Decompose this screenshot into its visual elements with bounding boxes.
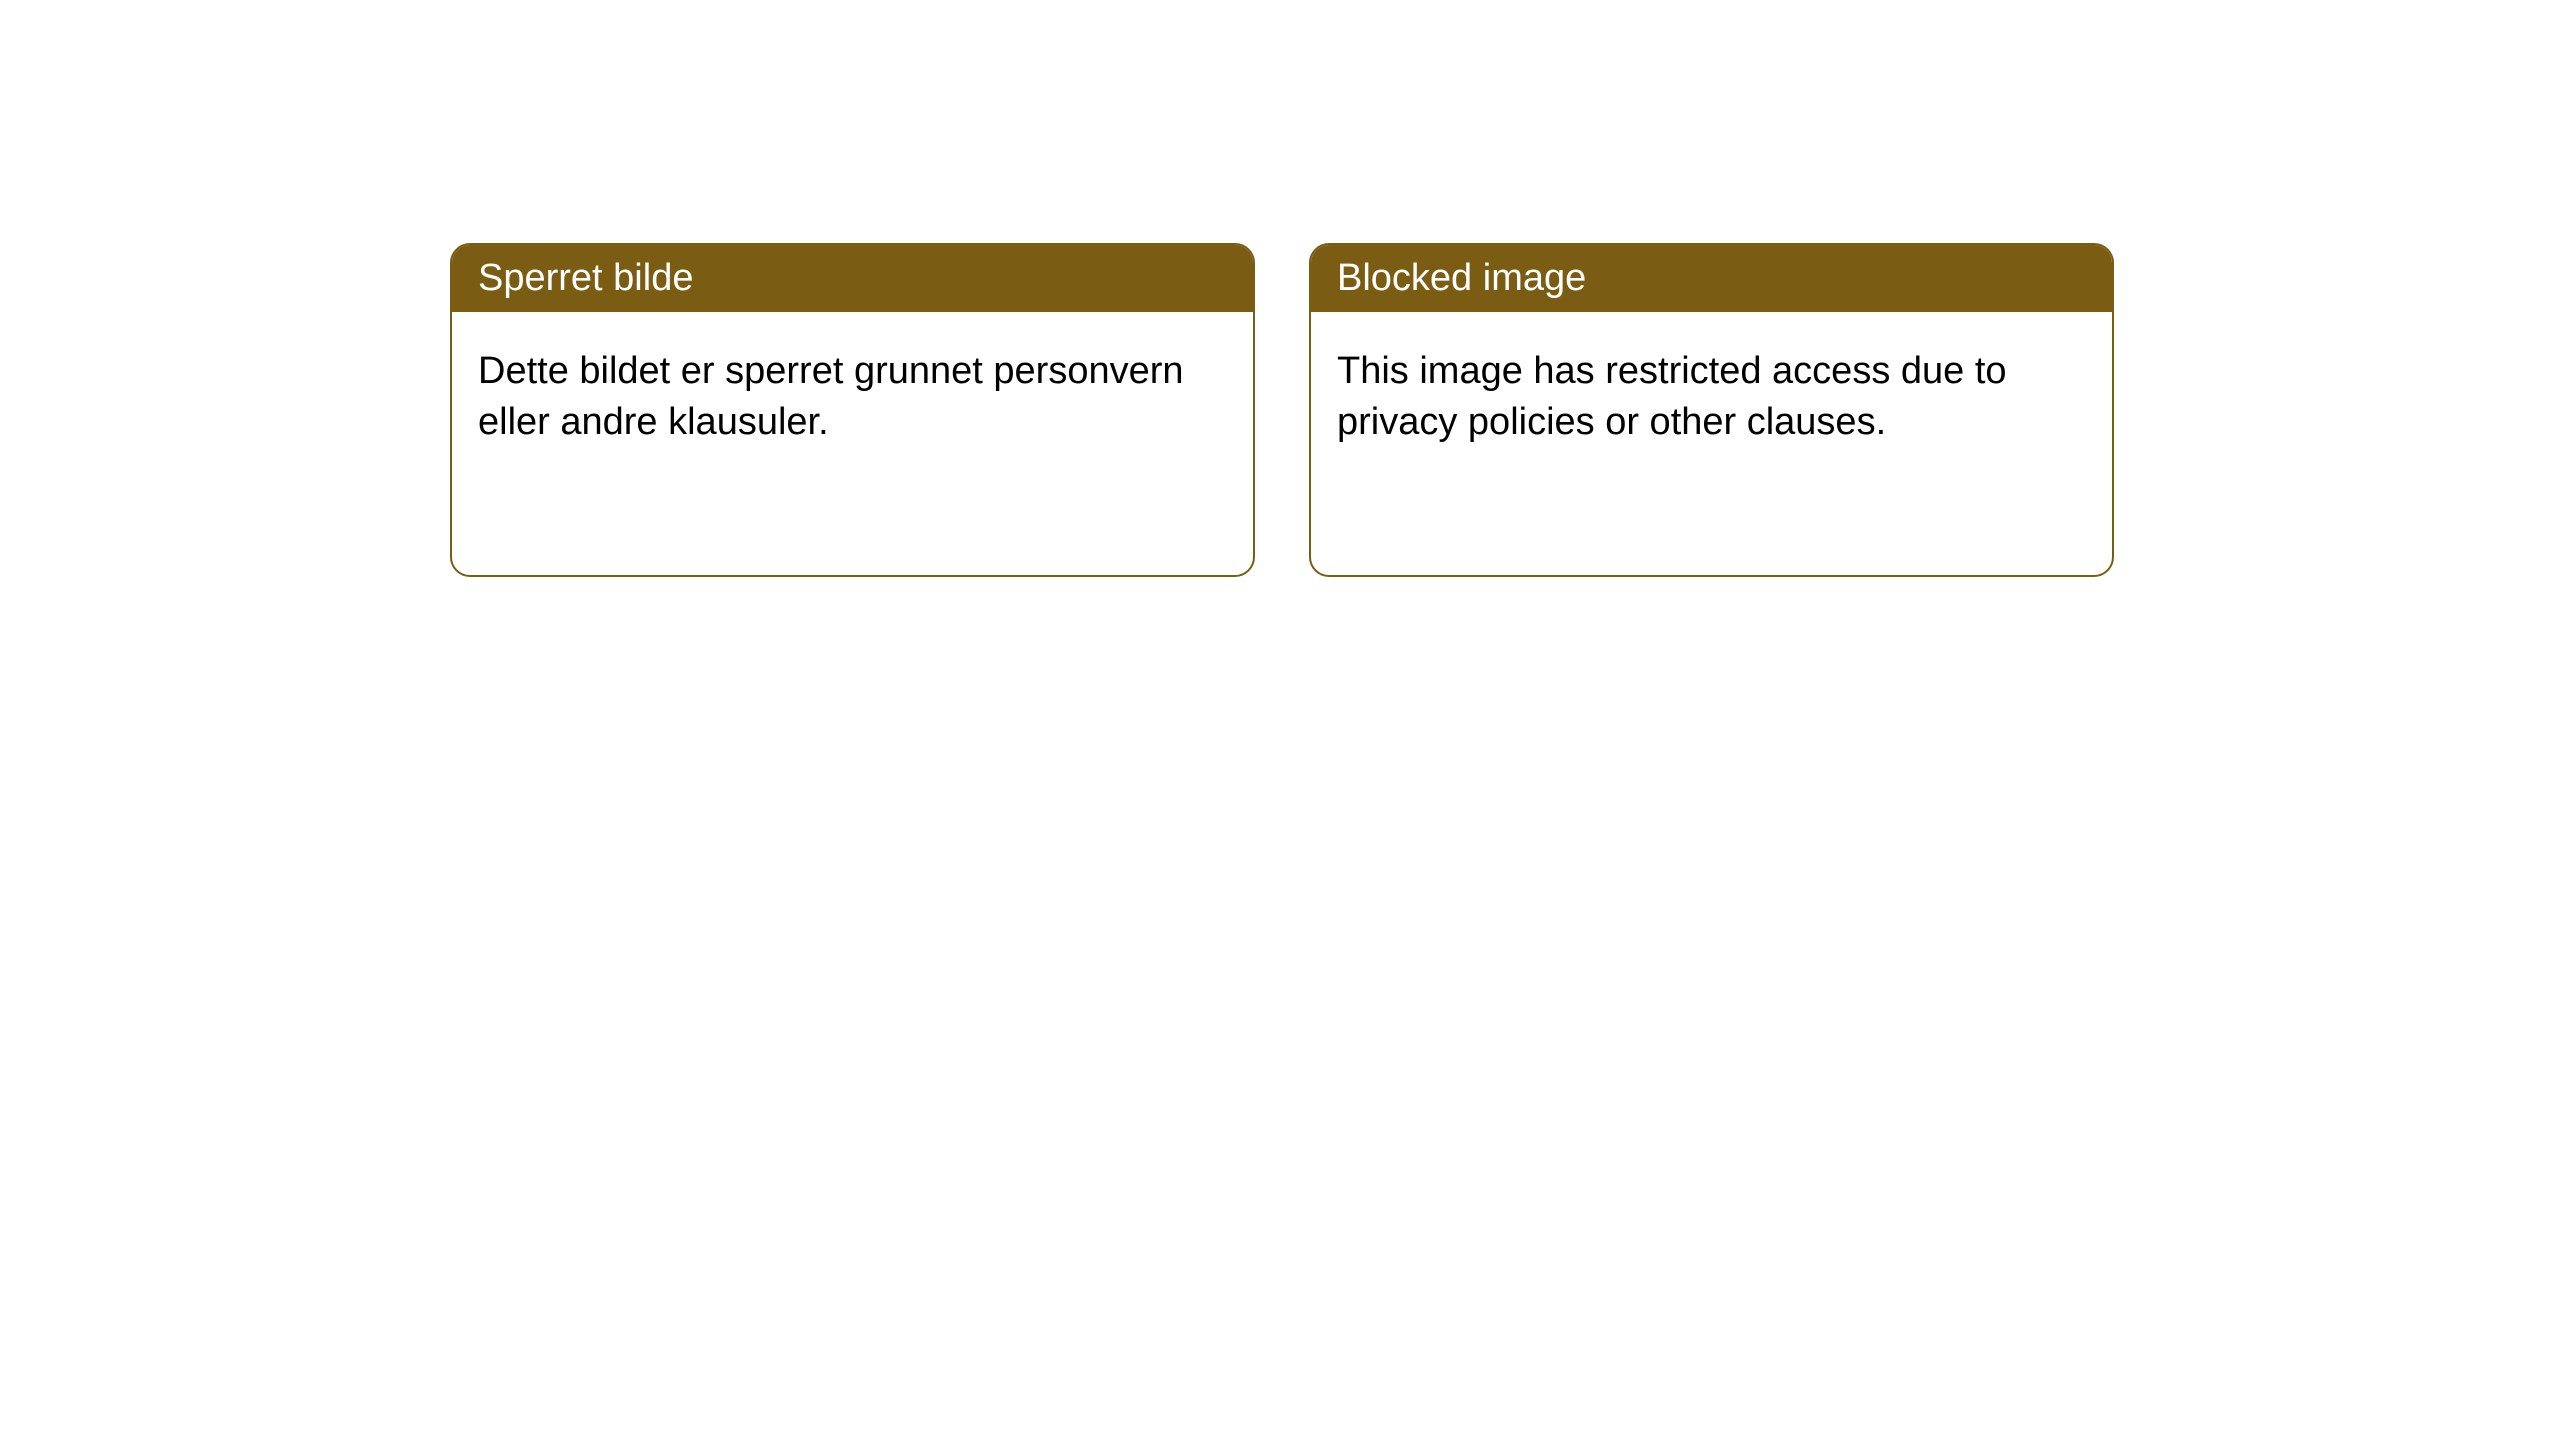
card-title: Sperret bilde [478,257,693,299]
card-body: Dette bildet er sperret grunnet personve… [452,312,1253,483]
notice-card-norwegian: Sperret bilde Dette bildet er sperret gr… [450,243,1255,577]
notice-cards-container: Sperret bilde Dette bildet er sperret gr… [450,243,2114,577]
card-header: Sperret bilde [452,245,1253,312]
card-title: Blocked image [1337,257,1586,299]
card-header: Blocked image [1311,245,2112,312]
card-body-text: Dette bildet er sperret grunnet personve… [478,350,1184,443]
notice-card-english: Blocked image This image has restricted … [1309,243,2114,577]
card-body-text: This image has restricted access due to … [1337,350,2007,443]
card-body: This image has restricted access due to … [1311,312,2112,483]
